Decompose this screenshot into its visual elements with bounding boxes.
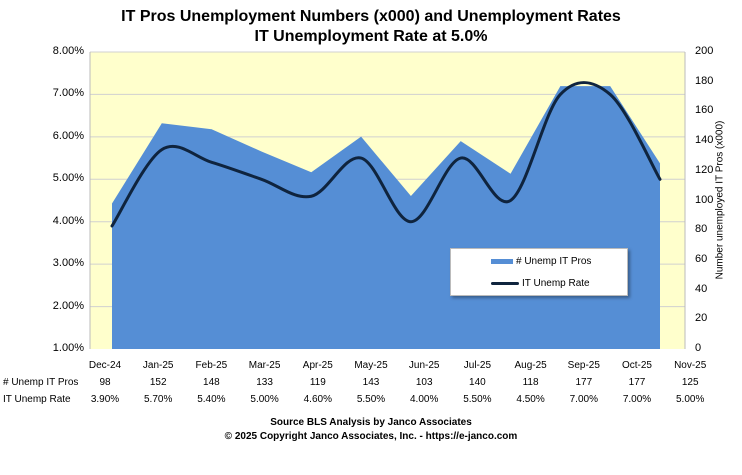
legend-swatch-area (491, 259, 513, 264)
left-axis-tick: 7.00% (52, 87, 84, 100)
category-label: Oct-25 (621, 360, 652, 371)
table-cell-unemp: 177 (628, 377, 646, 388)
right-axis-label: Number unemployed IT Pros (x000) (714, 120, 726, 280)
category-label: Apr-25 (302, 360, 333, 371)
table-cell-unemp: 148 (203, 377, 220, 388)
table-cell-rate: 3.90% (90, 394, 120, 405)
legend-label: IT Unemp Rate (522, 278, 590, 289)
table-cell-rate: 4.60% (303, 394, 332, 405)
category-label: Jun-25 (408, 360, 440, 371)
category-label: Nov-25 (674, 360, 707, 371)
left-axis-tick: 3.00% (52, 257, 84, 270)
category-label: Jan-25 (142, 360, 174, 371)
table-cell-rate: 7.00% (622, 394, 652, 405)
left-axis-tick: 2.00% (52, 299, 84, 312)
table-cell-rate: 4.00% (410, 394, 439, 405)
table-cell-unemp: 177 (575, 377, 593, 388)
legend-label: # Unemp IT Pros (516, 256, 592, 267)
table-cell-rate: 5.40% (197, 394, 226, 405)
category-label: May-25 (354, 360, 388, 371)
legend-swatch-line (491, 282, 519, 285)
right-axis-tick: 40 (695, 282, 708, 295)
right-axis-tick: 180 (695, 74, 714, 87)
category-label: Aug-25 (514, 360, 547, 371)
table-cell-unemp: 103 (415, 377, 433, 388)
right-axis-tick: 0 (695, 342, 702, 354)
table-cell-unemp: 119 (309, 377, 326, 388)
left-axis-tick: 8.00% (52, 45, 84, 57)
left-axis-tick: 5.00% (52, 172, 84, 185)
table-cell-rate: 5.50% (463, 394, 492, 405)
table-cell-unemp: 98 (99, 377, 111, 388)
right-axis-tick: 20 (695, 312, 708, 325)
table-cell-unemp: 133 (256, 377, 273, 388)
table-cell-unemp: 140 (469, 377, 486, 388)
right-axis-tick: 100 (695, 193, 714, 206)
table-cell-rate: 5.70% (144, 394, 173, 405)
legend-item-line: IT Unemp Rate (491, 278, 590, 289)
source-note: Source BLS Analysis by Janco Associates (270, 417, 472, 428)
category-label: Jul-25 (463, 360, 492, 371)
right-axis-tick: 200 (695, 45, 714, 57)
copyright-note: © 2025 Copyright Janco Associates, Inc. … (224, 431, 518, 442)
category-label: Sep-25 (567, 360, 600, 371)
table-row-label: IT Unemp Rate (3, 394, 71, 405)
table-cell-unemp: 143 (362, 377, 380, 388)
chart-title: IT Pros Unemployment Numbers (x000) and … (121, 8, 621, 25)
table-cell-unemp: 118 (522, 377, 539, 388)
chart-subtitle: IT Unemployment Rate at 5.0% (254, 28, 488, 45)
right-axis-tick: 160 (695, 104, 714, 117)
table-cell-rate: 4.50% (516, 394, 545, 405)
table-row-label: # Unemp IT Pros (3, 377, 79, 388)
right-axis-tick: 140 (695, 134, 714, 147)
table-cell-rate: 7.00% (569, 394, 598, 405)
category-label: Feb-25 (195, 360, 228, 371)
right-axis-tick: 120 (695, 163, 714, 176)
table-cell-rate: 5.50% (356, 394, 386, 405)
table-cell-unemp: 125 (681, 377, 699, 388)
category-label: Mar-25 (248, 360, 281, 371)
legend-item-area: # Unemp IT Pros (491, 256, 591, 267)
right-axis-tick: 60 (695, 252, 708, 265)
left-axis-tick: 6.00% (52, 129, 84, 142)
legend: # Unemp IT Pros IT Unemp Rate (450, 248, 628, 296)
left-axis-tick: 1.00% (52, 342, 84, 354)
table-cell-rate: 5.00% (250, 394, 279, 405)
table-cell-unemp: 152 (149, 377, 167, 388)
right-axis-tick: 80 (695, 223, 708, 236)
left-axis-tick: 4.00% (52, 214, 84, 227)
category-label: Dec-24 (88, 360, 122, 371)
table-cell-rate: 5.00% (676, 394, 705, 405)
